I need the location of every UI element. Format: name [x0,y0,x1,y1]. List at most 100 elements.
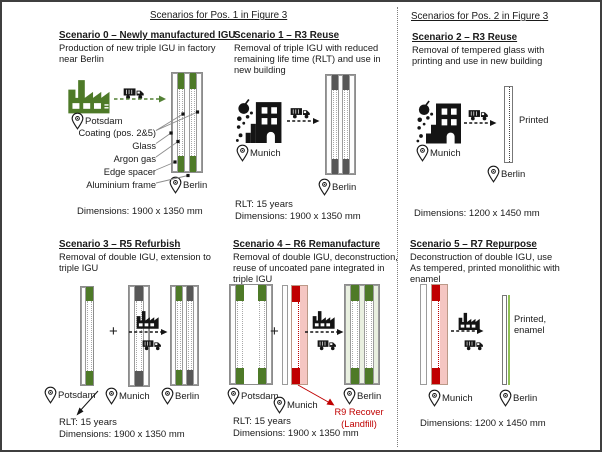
edge-spacer [86,371,93,385]
igu-double-dark-diagram [128,285,150,387]
pin-label: Munich [250,147,281,159]
scenario0-desc: Production of new triple IGU in factory … [59,43,216,64]
plus-sign: + [109,323,118,340]
scenario3-desc: Removal of double IGU, extension to trip… [59,252,211,273]
glass-pane [193,286,198,385]
pin-label: Munich [442,392,473,404]
coating-line [292,302,299,368]
edge-spacer [189,73,197,89]
igu-label-glass: Glass [132,141,156,151]
map-pin-icon [44,386,57,404]
edge-spacer [343,75,350,90]
plus-sign: + [270,323,279,340]
map-pin-icon [273,396,286,414]
map-pin-icon [236,144,249,162]
pin-label: Potsdam [241,390,279,402]
pin-label: Munich [287,399,318,411]
edge-spacer [177,73,185,89]
glass-pane [196,73,202,172]
glass-pane [326,75,332,174]
map-pin-icon [343,387,356,405]
argon-gap [366,301,372,368]
pin-label: Potsdam [85,115,123,127]
scenario4-desc: Removal of double IGU, deconstruction, r… [233,252,398,284]
argon-gap [259,301,265,368]
location-pin-berlin: Berlin [169,176,207,194]
factory-icon [68,80,110,114]
edge-spacer [258,368,266,384]
edge-spacer [365,368,373,384]
enamel-layer [507,295,510,385]
scenario0-dimensions: Dimensions: 1900 x 1350 mm [77,206,203,217]
coating-line [432,301,439,368]
edge-spacer [331,75,338,90]
map-pin-icon [105,387,118,405]
discarded-pane [300,286,307,384]
edge-spacer [331,159,338,174]
section1-header: Scenarios for Pos. 1 in Figure 3 [150,10,288,21]
printed-label: Printed [519,115,549,125]
igu-triple-reused-diagram [325,74,356,175]
glass-pane [266,285,272,384]
glass-pane [81,287,86,385]
spacer-column [292,286,300,384]
edge-spacer [351,285,359,301]
igu-triple-remanufactured-diagram [344,284,380,385]
scenario2-dimensions: Dimensions: 1200 x 1450 mm [414,208,540,219]
scenario1-desc: Removal of triple IGU with reduced remai… [234,43,381,75]
map-pin-icon [71,112,84,130]
scenario5-desc: Deconstruction of double IGU, use As tem… [410,252,560,284]
scenario5-dimensions: Dimensions: 1200 x 1450 mm [420,418,546,429]
glass-pane [502,295,507,385]
glass-pane [337,75,344,174]
truck-icon [468,110,488,121]
cavity [343,75,350,174]
scenario1-rlt: RLT: 15 years [235,199,293,210]
uncoated-pane-diagram [282,285,288,385]
location-pin-potsdam: Potsdam [71,112,123,130]
uncoated-pane-diagram [420,284,427,385]
edge-spacer [343,159,350,174]
truck-icon [290,108,310,119]
scenario4-rlt: RLT: 15 years [233,416,291,427]
landfill-pane-diagram [431,284,448,385]
argon-gap [87,301,92,371]
location-pin-berlin: Berlin [487,165,525,183]
pin-label: Berlin [513,392,538,404]
argon-gap [344,90,349,159]
tempered-pane-printed-diagram [504,86,513,163]
map-pin-icon [161,387,174,405]
location-pin-berlin: Berlin [161,387,199,405]
factory-icon [458,312,480,330]
cavity [175,286,183,385]
demolition-building-icon [235,99,282,143]
scenario2-desc: Removal of tempered glass with printing … [412,45,545,66]
spacer-column [258,285,266,384]
edge-spacer [135,286,143,301]
map-pin-icon [318,178,331,196]
glass-pane [345,285,351,384]
edge-spacer [175,286,183,301]
igu-triple-refurbished-diagram [170,285,199,386]
location-pin-berlin: Berlin [343,387,381,405]
pin-label: Berlin [501,168,526,180]
location-pin-berlin: Berlin [499,389,537,407]
spacer-column [236,285,244,384]
location-pin-berlin: Berlin [318,178,356,196]
scenario3-dimensions: Dimensions: 1900 x 1350 mm [59,429,185,440]
glass-pane [143,286,149,386]
pin-label: Potsdam [58,389,96,401]
location-pin-potsdam: Potsdam [44,386,96,404]
argon-gap [332,90,337,159]
pin-label: Berlin [175,390,200,402]
argon-gap [176,301,182,370]
glass-pane [349,75,355,174]
edge-spacer [189,156,197,172]
location-pin-munich: Munich [236,144,281,162]
glass-pane [129,286,135,386]
section2-header: Scenarios for Pos. 2 in Figure 3 [411,11,549,22]
spacer-column [432,285,440,384]
glass-pane [359,285,365,384]
edge-spacer [351,368,359,384]
